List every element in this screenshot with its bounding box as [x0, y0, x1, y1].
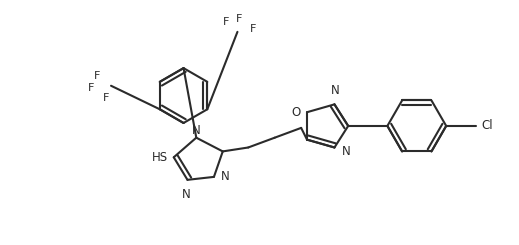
Text: N: N: [331, 84, 340, 97]
Text: N: N: [343, 145, 351, 158]
Text: F: F: [88, 83, 94, 93]
Text: N: N: [192, 124, 201, 137]
Text: F: F: [236, 14, 242, 24]
Text: Cl: Cl: [482, 119, 493, 133]
Text: F: F: [103, 93, 110, 102]
Text: F: F: [223, 17, 229, 27]
Text: O: O: [291, 106, 300, 119]
Text: N: N: [182, 188, 191, 201]
Text: HS: HS: [152, 151, 168, 164]
Text: F: F: [94, 71, 101, 81]
Text: N: N: [221, 170, 229, 184]
Text: F: F: [250, 24, 256, 34]
